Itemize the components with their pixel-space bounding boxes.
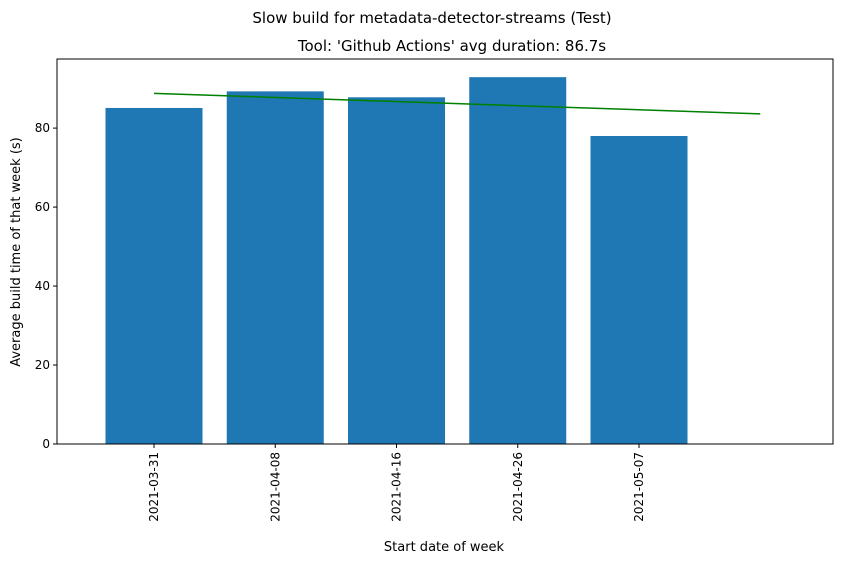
bar-2021-05-07	[590, 136, 688, 444]
x-tick-label: 2021-04-08	[268, 452, 282, 522]
trend-line	[153, 92, 761, 115]
x-axis-label: Start date of week	[384, 540, 505, 555]
bar-2021-04-08	[226, 91, 324, 444]
x-tick-label: 2021-04-26	[511, 452, 525, 522]
y-tick-label: 80	[35, 121, 50, 135]
y-tick-label: 60	[35, 200, 50, 214]
plot-area: 0 20 40 60 80 2021-03-31 2021-04-08 2021-04-16 2…	[35, 77, 761, 522]
bar-2021-03-31	[105, 107, 203, 444]
y-axis-label: Average build time of that week (s)	[9, 137, 24, 367]
y-tick-label: 0	[42, 437, 50, 451]
y-tick-label: 40	[35, 279, 50, 293]
x-tick-label: 2021-03-31	[147, 452, 161, 522]
axes-frame	[56, 58, 834, 445]
figure-suptitle: Slow build for metadata-detector-streams…	[252, 9, 611, 27]
bar-2021-04-16	[348, 97, 445, 445]
x-tick-label: 2021-05-07	[632, 452, 646, 522]
x-tick-label: 2021-04-16	[390, 452, 404, 522]
chart-title: Tool: 'Github Actions' avg duration: 86.…	[297, 37, 606, 55]
y-tick-label: 20	[35, 358, 50, 372]
bar-2021-04-26	[469, 77, 567, 445]
